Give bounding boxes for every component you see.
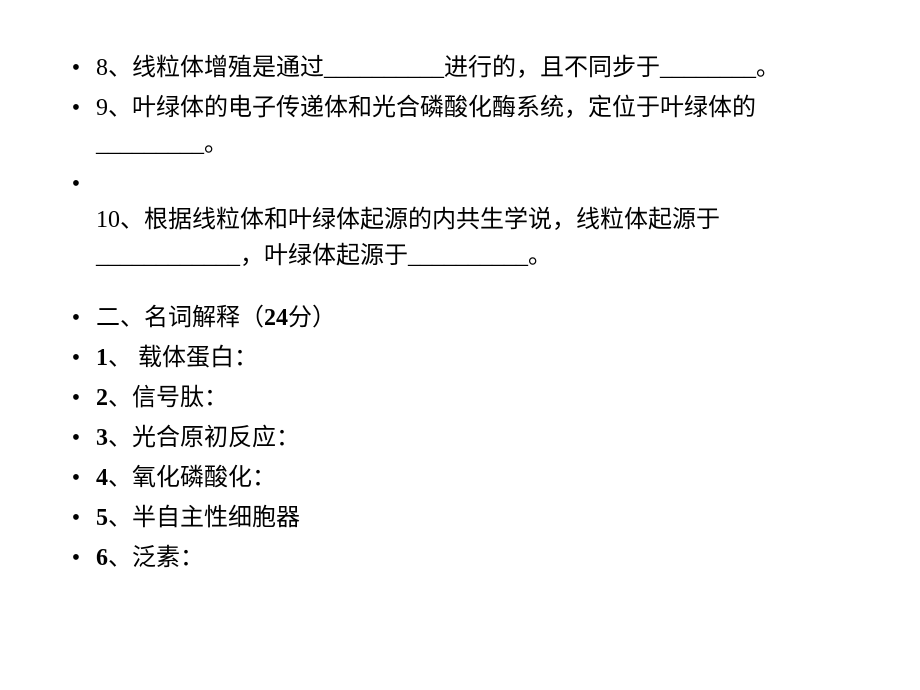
bullet-dot-icon: • bbox=[70, 380, 82, 416]
section-2: • 二、名词解释（24分） • 1、 载体蛋白： • 2、信号肽： • 3、光合… bbox=[70, 300, 850, 576]
bullet-dot-icon: • bbox=[70, 300, 82, 336]
fill-blank-item: • 8、线粒体增殖是通过__________进行的，且不同步于________。 bbox=[70, 50, 850, 86]
term-item: • 2、信号肽： bbox=[70, 380, 850, 416]
bullet-dot-icon: • bbox=[70, 500, 82, 536]
document-page: • 8、线粒体增殖是通过__________进行的，且不同步于________。… bbox=[0, 0, 920, 630]
section-2-title-prefix: 二、名词解释（ bbox=[96, 305, 264, 331]
term-3: 3、光合原初反应： bbox=[96, 420, 300, 456]
bullet-dot-icon: • bbox=[70, 460, 82, 496]
bullet-dot-icon: • bbox=[70, 340, 82, 376]
term-5-num: 5 bbox=[96, 505, 108, 531]
term-item: • 3、光合原初反应： bbox=[70, 420, 850, 456]
term-4: 4、氧化磷酸化： bbox=[96, 460, 276, 496]
bullet-dot-icon: • bbox=[70, 420, 82, 456]
question-9-text: 9、叶绿体的电子传递体和光合磷酸化酶系统，定位于叶绿体的_________。 bbox=[96, 90, 850, 162]
section-2-title-suffix: 分） bbox=[288, 305, 336, 331]
term-5-text: 、半自主性细胞器 bbox=[108, 505, 300, 531]
term-5: 5、半自主性细胞器 bbox=[96, 500, 300, 536]
term-6: 6、泛素： bbox=[96, 540, 204, 576]
fill-blank-item-continued: 10、根据线粒体和叶绿体起源的内共生学说，线粒体起源于____________，… bbox=[70, 202, 850, 274]
bullet-spacer bbox=[70, 202, 82, 238]
term-3-text: 、光合原初反应： bbox=[108, 425, 300, 451]
bullet-dot-icon: • bbox=[70, 540, 82, 576]
term-2-num: 2 bbox=[96, 385, 108, 411]
term-2-text: 、信号肽： bbox=[108, 385, 228, 411]
term-6-num: 6 bbox=[96, 545, 108, 571]
term-item: • 6、泛素： bbox=[70, 540, 850, 576]
section-title-line: • 二、名词解释（24分） bbox=[70, 300, 850, 336]
term-item: • 4、氧化磷酸化： bbox=[70, 460, 850, 496]
term-item: • 1、 载体蛋白： bbox=[70, 340, 850, 376]
question-10-text: 10、根据线粒体和叶绿体起源的内共生学说，线粒体起源于____________，… bbox=[96, 202, 850, 274]
bullet-dot-icon: • bbox=[70, 166, 82, 202]
term-1-text: 、 载体蛋白： bbox=[108, 345, 258, 371]
question-8-text: 8、线粒体增殖是通过__________进行的，且不同步于________。 bbox=[96, 50, 780, 86]
fill-blank-item: • bbox=[70, 166, 850, 202]
bullet-dot-icon: • bbox=[70, 90, 82, 126]
section-2-points: 24 bbox=[264, 305, 288, 331]
term-2: 2、信号肽： bbox=[96, 380, 228, 416]
term-1: 1、 载体蛋白： bbox=[96, 340, 258, 376]
term-4-num: 4 bbox=[96, 465, 108, 491]
term-6-text: 、泛素： bbox=[108, 545, 204, 571]
term-1-num: 1 bbox=[96, 345, 108, 371]
bullet-dot-icon: • bbox=[70, 50, 82, 86]
term-4-text: 、氧化磷酸化： bbox=[108, 465, 276, 491]
section-gap bbox=[70, 278, 850, 300]
fill-blank-item: • 9、叶绿体的电子传递体和光合磷酸化酶系统，定位于叶绿体的_________。 bbox=[70, 90, 850, 162]
section-2-title: 二、名词解释（24分） bbox=[96, 300, 336, 336]
term-item: • 5、半自主性细胞器 bbox=[70, 500, 850, 536]
term-3-num: 3 bbox=[96, 425, 108, 451]
